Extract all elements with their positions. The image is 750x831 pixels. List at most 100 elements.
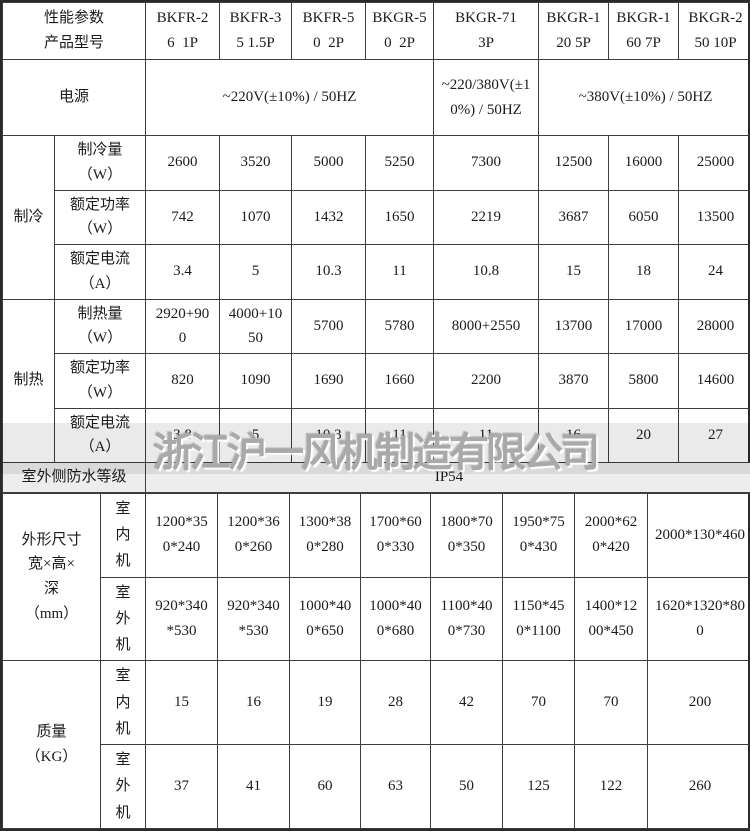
dimension-value: 1200*350*240 (146, 493, 218, 577)
weight-indoor-row: 质量 （KG） 室内机 15 16 19 28 42 70 70 200 (3, 661, 750, 745)
spec-value: 24 (679, 245, 750, 300)
row-label: 制冷量 （W） (55, 136, 146, 191)
row-label: 制热量 （W） (55, 299, 146, 354)
spec-value: 1690 (292, 354, 366, 409)
weight-value: 19 (290, 661, 361, 745)
spec-value: 5000 (292, 136, 366, 191)
header-row: 性能参数 产品型号 BKFR-2 6 1P BKFR-3 5 1.5P BKFR… (3, 3, 750, 60)
heating-power-row: 额定功率 （W） 820 1090 1690 1660 2200 3870 58… (3, 354, 750, 409)
dimension-value: 1400*1200*450 (575, 577, 648, 661)
spec-value: 5700 (292, 299, 366, 354)
spec-value: 25000 (679, 136, 750, 191)
heating-capacity-row: 制热 制热量 （W） 2920+900 4000+1050 5700 5780 … (3, 299, 750, 354)
weight-value: 37 (146, 745, 218, 829)
dimension-value: 1700*600*330 (361, 493, 431, 577)
spec-value: 15 (539, 245, 609, 300)
power-220-380v-value: ~220/380V(±10%) / 50HZ (434, 60, 539, 136)
unit-label-text: 室内机 (115, 663, 132, 742)
model-header: BKFR-5 0 2P (292, 3, 366, 60)
model-header: BKFR-3 5 1.5P (220, 3, 292, 60)
unit-label-indoor: 室内机 (101, 661, 146, 745)
weight-value: 200 (648, 661, 750, 745)
spec-value: 14600 (679, 354, 750, 409)
dimension-value: 1300*380*280 (290, 493, 361, 577)
spec-value: 2219 (434, 190, 539, 245)
dimension-value: 920*340*530 (218, 577, 290, 661)
weight-value: 260 (648, 745, 750, 829)
dimension-value: 1620*1320*800 (648, 577, 750, 661)
power-220v-value: ~220V(±10%) / 50HZ (146, 60, 434, 136)
weight-value: 50 (431, 745, 503, 829)
spec-value: 5800 (609, 354, 679, 409)
spec-value: 16000 (609, 136, 679, 191)
row-label: 额定功率 （W） (55, 354, 146, 409)
spec-value: 5 (220, 245, 292, 300)
weight-outdoor-row: 室外机 37 41 60 63 50 125 122 260 (3, 745, 750, 829)
spec-sheet-page: 性能参数 产品型号 BKFR-2 6 1P BKFR-3 5 1.5P BKFR… (0, 0, 750, 797)
row-label: 额定电流 （A） (55, 408, 146, 463)
dimension-value: 1950*750*430 (503, 493, 575, 577)
spec-value: 13500 (679, 190, 750, 245)
dimension-value: 1150*450*1100 (503, 577, 575, 661)
model-header: BKGR-1 60 7P (609, 3, 679, 60)
weight-value: 70 (503, 661, 575, 745)
weight-value: 42 (431, 661, 503, 745)
dimension-value: 1100*400*730 (431, 577, 503, 661)
weight-value: 60 (290, 745, 361, 829)
power-row: 电源 ~220V(±10%) / 50HZ ~220/380V(±10%) / … (3, 60, 750, 136)
spec-value: 1090 (220, 354, 292, 409)
header-param-model-label: 性能参数 产品型号 (3, 3, 146, 60)
row-label: 额定电流 （A） (55, 245, 146, 300)
spec-value: 1070 (220, 190, 292, 245)
model-header: BKFR-2 6 1P (146, 3, 220, 60)
spec-value: 5250 (366, 136, 434, 191)
spec-value: 2200 (434, 354, 539, 409)
cooling-current-row: 额定电流 （A） 3.4 5 10.3 11 10.8 15 18 24 (3, 245, 750, 300)
dimension-value: 1200*360*260 (218, 493, 290, 577)
spec-value: 28000 (679, 299, 750, 354)
dimension-value: 920*340*530 (146, 577, 218, 661)
spec-value: 1650 (366, 190, 434, 245)
spec-value: 5780 (366, 299, 434, 354)
power-label: 电源 (3, 60, 146, 136)
spec-value: 7300 (434, 136, 539, 191)
dimensions-outdoor-row: 室外机 920*340*530 920*340*530 1000*400*650… (3, 577, 750, 661)
section-label-heating: 制热 (3, 299, 55, 463)
heating-current-row: 额定电流 （A） 3.8 5 10.3 11 11 16 20 27 (3, 408, 750, 463)
spec-value: 820 (146, 354, 220, 409)
unit-label-outdoor: 室外机 (101, 745, 146, 829)
spec-value: 3.8 (146, 408, 220, 463)
spec-value: 16 (539, 408, 609, 463)
weight-value: 70 (575, 661, 648, 745)
spec-value: 3687 (539, 190, 609, 245)
spec-value: 20 (609, 408, 679, 463)
row-label: 额定功率 （W） (55, 190, 146, 245)
spec-value: 3520 (220, 136, 292, 191)
power-380v-value: ~380V(±10%) / 50HZ (539, 60, 750, 136)
spec-value: 3870 (539, 354, 609, 409)
spec-value: 1432 (292, 190, 366, 245)
unit-label-text: 室外机 (115, 747, 132, 826)
spec-table-lower: 外形尺寸 宽×高× 深 （mm） 室内机 1200*350*240 1200*3… (2, 493, 750, 829)
weight-value: 28 (361, 661, 431, 745)
section-label-weight: 质量 （KG） (3, 661, 101, 829)
spec-value: 12500 (539, 136, 609, 191)
section-label-dimensions: 外形尺寸 宽×高× 深 （mm） (3, 493, 101, 661)
spec-value: 1660 (366, 354, 434, 409)
weight-value: 125 (503, 745, 575, 829)
spec-value: 11 (366, 245, 434, 300)
spec-value: 6050 (609, 190, 679, 245)
spec-value: 10.3 (292, 408, 366, 463)
spec-value: 17000 (609, 299, 679, 354)
model-header: BKGR-5 0 2P (366, 3, 434, 60)
dimensions-indoor-row: 外形尺寸 宽×高× 深 （mm） 室内机 1200*350*240 1200*3… (3, 493, 750, 577)
spec-value: 2600 (146, 136, 220, 191)
spec-value: 742 (146, 190, 220, 245)
spec-value: 13700 (539, 299, 609, 354)
spec-value: 10.3 (292, 245, 366, 300)
spec-value: 10.8 (434, 245, 539, 300)
waterproof-label: 室外侧防水等级 (3, 463, 146, 493)
spec-table-upper: 性能参数 产品型号 BKFR-2 6 1P BKFR-3 5 1.5P BKFR… (2, 2, 750, 493)
weight-value: 41 (218, 745, 290, 829)
